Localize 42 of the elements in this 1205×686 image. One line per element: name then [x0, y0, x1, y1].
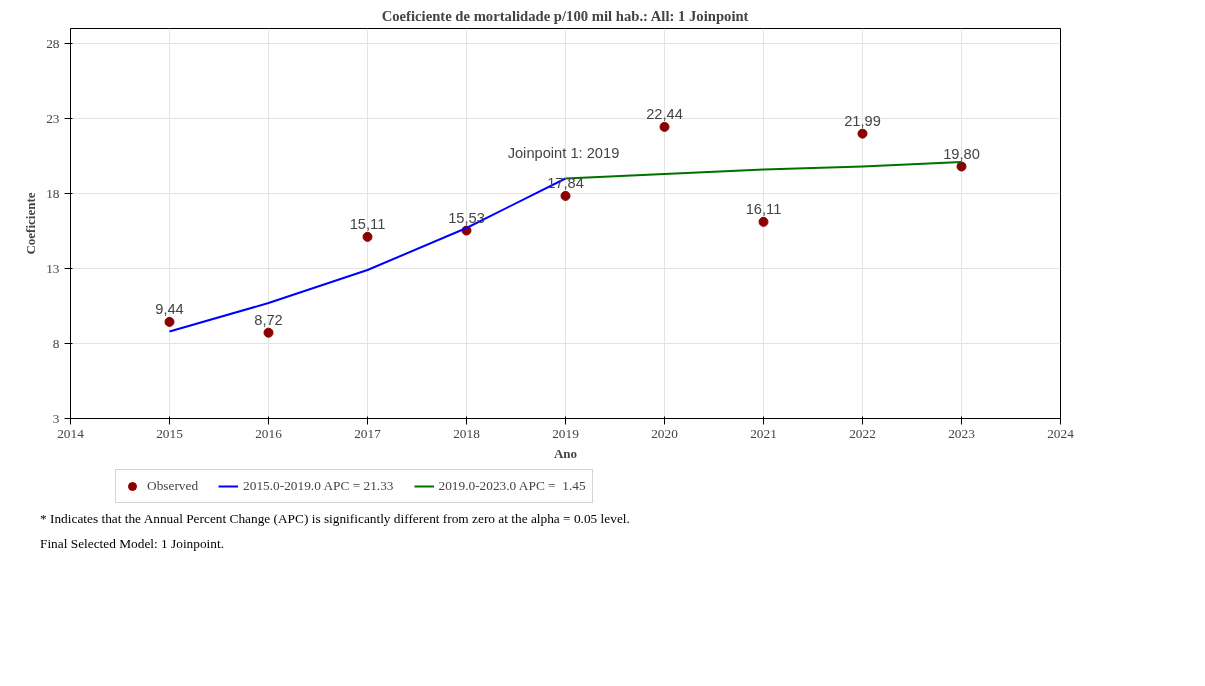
data-label: 15,11 [349, 215, 386, 232]
data-label: 16,11 [745, 200, 782, 217]
point [164, 316, 175, 327]
y-tick-label: 18 [46, 185, 60, 201]
y-tick-label: 13 [46, 260, 60, 276]
x-tick-label: 2022 [849, 425, 876, 441]
x-tick-label: 2019 [552, 425, 580, 441]
data-label: 9,44 [155, 300, 184, 317]
x-tick-label: 2017 [354, 425, 382, 441]
y-axis-title: Coeficiente [23, 192, 39, 255]
y-tick-label: 28 [46, 35, 60, 51]
y-tick-label: 8 [52, 335, 60, 351]
text: Final Selected Model: 1 Joinpoint. [40, 535, 224, 552]
x-tick-label: 2021 [750, 425, 777, 441]
legend-label: 2019.0-2023.0 APC = 1.45 [438, 478, 586, 494]
data-label: 22,44 [646, 105, 683, 122]
point [857, 128, 868, 139]
data-label: 15,53 [448, 209, 485, 226]
legend-label: Observed [147, 478, 199, 494]
y-tick-label: 23 [46, 110, 60, 126]
data-label: 21,99 [844, 112, 881, 129]
annotation: Joinpoint 1: 2019 [507, 144, 620, 161]
x-tick-label: 2023 [948, 425, 976, 441]
x-axis-title: Ano [553, 445, 578, 461]
data-label: 8,72 [254, 311, 283, 328]
point [560, 190, 571, 201]
point [758, 216, 769, 227]
text: * Indicates that the Annual Percent Change (APC) is significantly different from zero at the alpha = 0.05 level. [40, 511, 630, 527]
x-tick-label: 2018 [453, 425, 481, 441]
chart-title: Coeficiente de mortalidade p/100 mil hab.: All: 1 Joinpoint [381, 7, 749, 24]
point [956, 161, 967, 172]
x-tick-label: 2015 [156, 425, 184, 441]
point [362, 231, 373, 242]
point [263, 327, 274, 338]
x-tick-label: 2020 [651, 425, 679, 441]
y-tick-label: 3 [52, 410, 60, 426]
x-tick-label: 2016 [255, 425, 283, 441]
data-label: 19,80 [943, 145, 980, 162]
x-tick-label: 2024 [1047, 425, 1075, 441]
x-tick-label: 2014 [57, 425, 85, 441]
legend-label: 2015.0-2019.0 APC = 21.33 [243, 478, 394, 494]
point [659, 121, 670, 132]
